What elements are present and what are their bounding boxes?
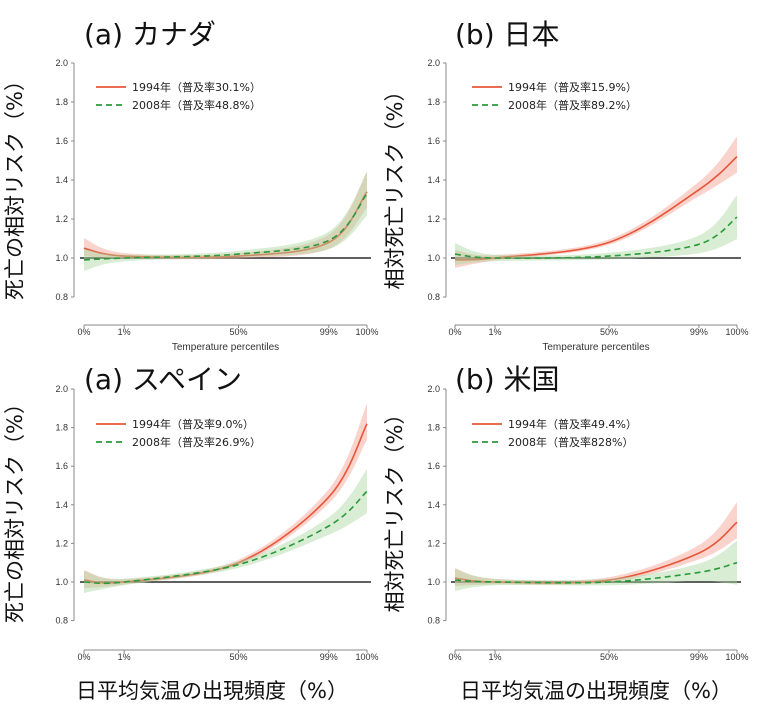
panel2-y-tick-label: 1.6: [427, 136, 440, 146]
panel4-x-tick-label: 1%: [489, 652, 502, 662]
panel3-x-tick-label: 99%: [320, 652, 338, 662]
panel2-y-tick-label: 1.8: [427, 97, 440, 107]
panel4-legend-label-2: 2008年（普及率828%）: [508, 435, 633, 449]
panel2-y-tick-label: 1.0: [427, 253, 440, 263]
panel3-y-tick-label: 1.0: [55, 577, 68, 587]
panel4-y-tick-label: 1.2: [427, 538, 440, 548]
panel4-y-tick-label: 1.8: [427, 423, 440, 433]
panel2-x-tick-label: 1%: [489, 327, 502, 337]
panel3-y-tick-label: 1.4: [55, 500, 68, 510]
panel2-y-axis-label: 相対死亡リスク（%）: [383, 81, 407, 290]
panel2-title: (b) 日本: [455, 18, 560, 51]
panel1-y-tick-label: 1.2: [55, 214, 68, 224]
panel2-band-series-2: [455, 195, 737, 266]
panel1-x-tick-label: 100%: [355, 327, 378, 337]
panel4-x-tick-label: 99%: [690, 652, 708, 662]
panel1-inner-x-label: Temperature percentiles: [172, 342, 279, 353]
panel3-x-tick-label: 100%: [355, 652, 378, 662]
panel4-y-axis-label: 相対死亡リスク（%）: [383, 404, 407, 613]
panel2-x-tick-label: 100%: [725, 327, 748, 337]
panel2-inner-x-label: Temperature percentiles: [542, 342, 649, 353]
panel2-line-series-1: [454, 155, 738, 261]
x-axis-label: 日平均気温の出現頻度（%）: [76, 679, 348, 703]
panel1-legend-label-1: 1994年（普及率30.1%）: [132, 80, 261, 94]
panel1-x-tick-label: 99%: [320, 327, 338, 337]
panel4-x-tick-label: 0%: [448, 652, 461, 662]
panel3-line-series-2: [83, 490, 368, 585]
panel2-y-tick-label: 2.0: [427, 58, 440, 68]
panel1-y-tick-label: 1.0: [55, 253, 68, 263]
panel4-line-series-2: [454, 561, 738, 584]
panel2-line-series-2: [454, 216, 738, 259]
panel3-y-tick-label: 2.0: [55, 384, 68, 394]
panel4-title: (b) 米国: [455, 363, 560, 396]
panel4-band-series-2: [455, 540, 737, 592]
panel3-y-axis-label: 死亡の相対リスク（%）: [3, 393, 27, 623]
panel1-y-tick-label: 1.6: [55, 136, 68, 146]
panel4-y-tick-label: 2.0: [427, 384, 440, 394]
panel4-y-tick-label: 1.4: [427, 500, 440, 510]
panel3-y-tick-label: 1.2: [55, 538, 68, 548]
panel1-y-tick-label: 2.0: [55, 58, 68, 68]
panel1-y-tick-label: 0.8: [55, 292, 68, 302]
panel4-x-tick-label: 50%: [600, 652, 618, 662]
panel3-y-tick-label: 1.8: [55, 423, 68, 433]
panel4-x-tick-label: 100%: [725, 652, 748, 662]
panel1-line-series-2: [83, 193, 368, 261]
panel3-title: (a) スペイン: [84, 363, 242, 396]
panel3-x-tick-label: 0%: [77, 652, 90, 662]
panel2-x-tick-label: 99%: [690, 327, 708, 337]
panel1-title: (a) カナダ: [84, 18, 216, 51]
panel3-band-series-1: [84, 403, 367, 589]
panel2-x-tick-label: 0%: [448, 327, 461, 337]
panel4-y-tick-label: 0.8: [427, 616, 440, 626]
panel4-y-tick-label: 1.6: [427, 461, 440, 471]
panel2-legend-label-1: 1994年（普及率15.9%）: [508, 80, 637, 94]
panel3-legend-label-2: 2008年（普及率26.9%）: [132, 435, 261, 449]
panel2-x-tick-label: 50%: [600, 327, 618, 337]
panel1-x-tick-label: 1%: [118, 327, 131, 337]
panel3-y-tick-label: 1.6: [55, 461, 68, 471]
panel1-y-tick-label: 1.8: [55, 97, 68, 107]
x-axis-label-right: 日平均気温の出現頻度（%）: [460, 679, 732, 703]
panel2-legend-label-2: 2008年（普及率89.2%）: [508, 98, 637, 112]
panel1-legend-label-2: 2008年（普及率48.8%）: [132, 98, 261, 112]
panel4-line-series-1: [454, 521, 738, 584]
panel4-y-tick-label: 1.0: [427, 577, 440, 587]
panel3-y-tick-label: 0.8: [55, 616, 68, 626]
panel4-band-series-1: [455, 502, 737, 587]
panel1-band-series-2: [84, 171, 367, 271]
panel1-x-tick-label: 50%: [230, 327, 248, 337]
panel3-x-tick-label: 50%: [230, 652, 248, 662]
panel2-y-tick-label: 1.2: [427, 214, 440, 224]
panel2-y-tick-label: 1.4: [427, 175, 440, 185]
panel3-x-tick-label: 1%: [118, 652, 131, 662]
panel2-y-tick-label: 0.8: [427, 292, 440, 302]
panel3-legend-label-1: 1994年（普及率9.0%）: [132, 417, 254, 431]
panel1-x-tick-label: 0%: [77, 327, 90, 337]
panel1-y-tick-label: 1.4: [55, 175, 68, 185]
panel3-band-series-2: [84, 469, 367, 593]
panel4-legend-label-1: 1994年（普及率49.4%）: [508, 417, 637, 431]
panel1-y-axis-label: 死亡の相対リスク（%）: [3, 70, 27, 300]
